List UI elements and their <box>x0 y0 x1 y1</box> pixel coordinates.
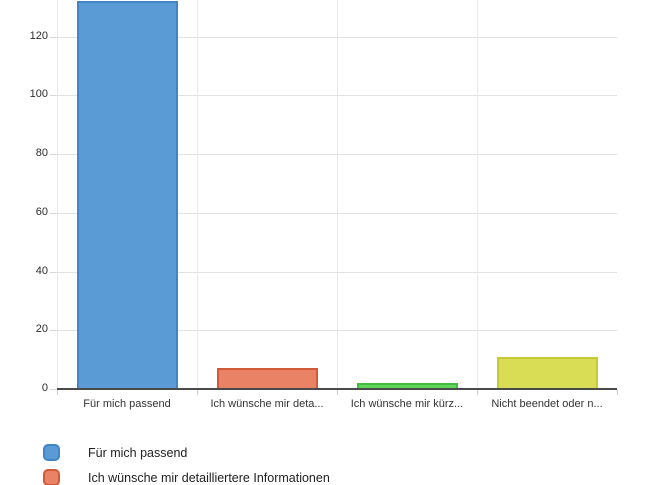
gridline-x-1 <box>197 0 198 389</box>
bar-4 <box>496 356 598 389</box>
y-tick-mark-100 <box>50 95 57 97</box>
x-tick-mark-2 <box>337 390 338 395</box>
y-tick-mark-60 <box>50 212 57 214</box>
legend-label-1: Für mich passend <box>88 445 188 460</box>
y-tick-label-60: 60 <box>35 205 48 218</box>
x-category-label-2: Ich wünsche mir deta... <box>210 398 324 410</box>
x-tick-mark-1 <box>197 390 198 395</box>
x-category-label-3: Ich wünsche mir kürz... <box>350 398 464 410</box>
y-tick-label-40: 40 <box>35 264 48 277</box>
y-tick-mark-0 <box>50 389 57 390</box>
y-tick-label-0: 0 <box>41 382 48 394</box>
gridline-x-2 <box>337 0 338 389</box>
x-tick-mark-3 <box>477 390 478 395</box>
legend-swatch-2 <box>43 469 60 485</box>
bar-3 <box>356 383 458 389</box>
gridline-x-0 <box>57 0 58 389</box>
plot-area <box>57 0 617 389</box>
legend-swatch-1 <box>43 444 60 461</box>
legend-item-1: Für mich passend <box>43 440 330 465</box>
y-tick-label-80: 80 <box>35 147 48 159</box>
x-category-label-1: Für mich passend <box>83 398 171 410</box>
x-tick-mark-4 <box>617 390 618 395</box>
y-tick-label-100: 100 <box>29 88 48 101</box>
legend-item-2: Ich wünsche mir detailliertere Informati… <box>43 465 330 485</box>
legend-label-2: Ich wünsche mir detailliertere Informati… <box>88 470 330 485</box>
x-tick-mark-0 <box>57 390 58 395</box>
y-tick-mark-80 <box>50 154 57 155</box>
y-tick-mark-20 <box>50 330 57 332</box>
bar-1 <box>76 1 178 389</box>
y-tick-label-20: 20 <box>35 323 48 336</box>
y-tick-label-120: 120 <box>29 29 48 42</box>
bar-2 <box>216 368 318 389</box>
chart-legend: Für mich passend Ich wünsche mir detailli… <box>43 440 330 485</box>
x-category-label-4: Nicht beendet oder n... <box>491 398 603 410</box>
y-tick-mark-40 <box>50 271 57 273</box>
gridline-x-3 <box>477 0 478 389</box>
y-tick-mark-120 <box>50 36 57 38</box>
x-axis-line <box>57 388 617 390</box>
